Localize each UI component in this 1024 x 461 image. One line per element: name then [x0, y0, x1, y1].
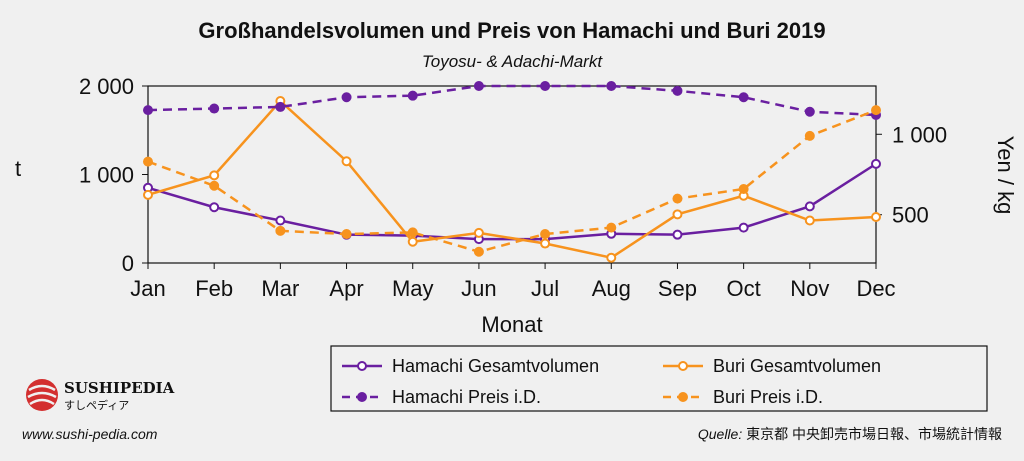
plot-frame [147, 85, 877, 264]
plot-area: Jan Feb Mar Apr May Jun Jul Aug Sep Oct Nov Dec 0 1 0… [79, 74, 947, 301]
legend-marker [357, 361, 367, 371]
legend-box [330, 345, 988, 412]
data-point [275, 225, 286, 236]
series-layer [143, 81, 881, 263]
data-point [341, 92, 352, 103]
chart-title: Großhandelsvolumen und Preis von Hamachi… [198, 18, 825, 43]
legend-marker [678, 361, 688, 371]
legend-label: Buri Gesamtvolumen [713, 356, 881, 376]
legend-label: Hamachi Gesamtvolumen [392, 356, 599, 376]
x-axis-label: Monat [481, 312, 542, 337]
data-point [672, 209, 683, 220]
data-point [341, 156, 352, 167]
data-point [275, 101, 286, 112]
legend-label: Hamachi Preis i.D. [392, 387, 541, 407]
x-tick-label: Nov [790, 276, 829, 301]
data-point [540, 238, 551, 249]
x-tick-label: Jul [531, 276, 559, 301]
logo-name: SUSHIPEDIA [64, 379, 175, 397]
data-point [143, 156, 153, 167]
data-point [209, 103, 220, 114]
data-point [473, 227, 484, 238]
data-point [738, 183, 749, 194]
data-point [407, 90, 418, 101]
data-point [672, 193, 683, 204]
x-tick-label: Mar [261, 276, 299, 301]
data-point [804, 215, 815, 226]
data-point [407, 227, 418, 238]
legend: Hamachi Gesamtvolumen Buri Gesamtvolumen H… [330, 345, 988, 412]
data-point [606, 81, 617, 91]
data-point [804, 130, 815, 141]
data-point [606, 252, 617, 263]
data-point [871, 158, 881, 169]
data-point [407, 236, 418, 247]
legend-items: Hamachi Gesamtvolumen Buri Gesamtvolumen H… [342, 356, 881, 407]
y-left-tick-label: 0 [122, 251, 134, 276]
data-point [473, 81, 484, 91]
x-tick-label: Jan [130, 276, 165, 301]
x-tick-label: Jun [461, 276, 496, 301]
data-point [871, 105, 881, 116]
y-right-tick-label: 500 [892, 203, 929, 228]
data-point [672, 229, 683, 240]
data-point [275, 215, 286, 226]
data-point [540, 81, 551, 91]
logo: SUSHIPEDIA すしペディア [26, 379, 175, 412]
data-point [606, 222, 617, 233]
x-tick-label: Aug [592, 276, 631, 301]
logo-subtitle: すしペディア [64, 398, 129, 412]
x-tick-label: Sep [658, 276, 697, 301]
logo-wave-icon [27, 384, 57, 406]
data-point [871, 211, 881, 222]
series-line [147, 162, 877, 241]
chart-subtitle: Toyosu- & Adachi-Markt [422, 52, 603, 71]
y-left-tick-label: 2 000 [79, 74, 134, 99]
x-tick-label: Dec [856, 276, 895, 301]
legend-marker [678, 392, 688, 402]
legend-marker [357, 392, 367, 402]
data-point [804, 106, 815, 117]
y-axis-left-label: t [15, 156, 21, 181]
series-line [147, 84, 877, 117]
x-tick-label: Feb [195, 276, 233, 301]
series-line [147, 99, 877, 260]
data-point [209, 202, 220, 213]
y-right-tick-label: 1 000 [892, 122, 947, 147]
y-axis-right-label: Yen / kg [993, 136, 1018, 215]
series-line [147, 108, 877, 254]
footer-source-text: 東京都 中央卸売市場日報、市場統計情報 [742, 426, 1002, 442]
data-point [341, 229, 352, 240]
data-point [143, 105, 153, 116]
footer-source-label: Quelle: [698, 426, 742, 442]
y-left-tick-label: 1 000 [79, 163, 134, 188]
data-point [209, 170, 220, 181]
footer-website: www.sushi-pedia.com [22, 426, 158, 442]
x-tick-label: May [392, 276, 434, 301]
x-tick-label: Apr [329, 276, 363, 301]
data-point [738, 222, 749, 233]
x-tick-label: Oct [727, 276, 761, 301]
data-point [143, 189, 153, 200]
legend-label: Buri Preis i.D. [713, 387, 823, 407]
data-point [540, 229, 551, 240]
data-point [804, 201, 815, 212]
data-point [672, 85, 683, 96]
footer-source: Quelle: 東京都 中央卸売市場日報、市場統計情報 [698, 426, 1002, 442]
data-point [738, 92, 749, 103]
data-point [473, 246, 484, 257]
data-point [209, 180, 220, 191]
axis-ticks: Jan Feb Mar Apr May Jun Jul Aug Sep Oct Nov Dec 0 1 0… [79, 74, 947, 301]
